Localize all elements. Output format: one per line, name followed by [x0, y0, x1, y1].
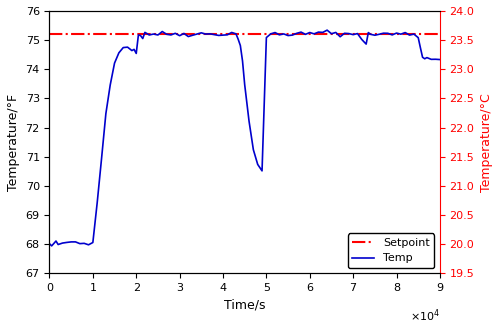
Temp — [46, 242, 52, 246]
Setpoint — [46, 32, 52, 36]
Temp — [333, 30, 339, 34]
Temp — [363, 42, 369, 46]
Text: $\times10^4$: $\times10^4$ — [410, 308, 440, 324]
Y-axis label: Temperature/°F: Temperature/°F — [7, 94, 20, 191]
Temp — [228, 30, 234, 34]
Line: Temp: Temp — [50, 30, 440, 246]
Temp — [437, 57, 443, 61]
Setpoint — [46, 32, 52, 36]
Y-axis label: Temperature/°C: Temperature/°C — [480, 93, 493, 191]
Temp — [124, 45, 130, 49]
Temp — [394, 31, 400, 35]
Temp — [133, 51, 139, 55]
Temp — [324, 28, 330, 32]
X-axis label: Time/s: Time/s — [224, 299, 266, 312]
Legend: Setpoint, Temp: Setpoint, Temp — [348, 233, 434, 268]
Temp — [48, 244, 54, 248]
